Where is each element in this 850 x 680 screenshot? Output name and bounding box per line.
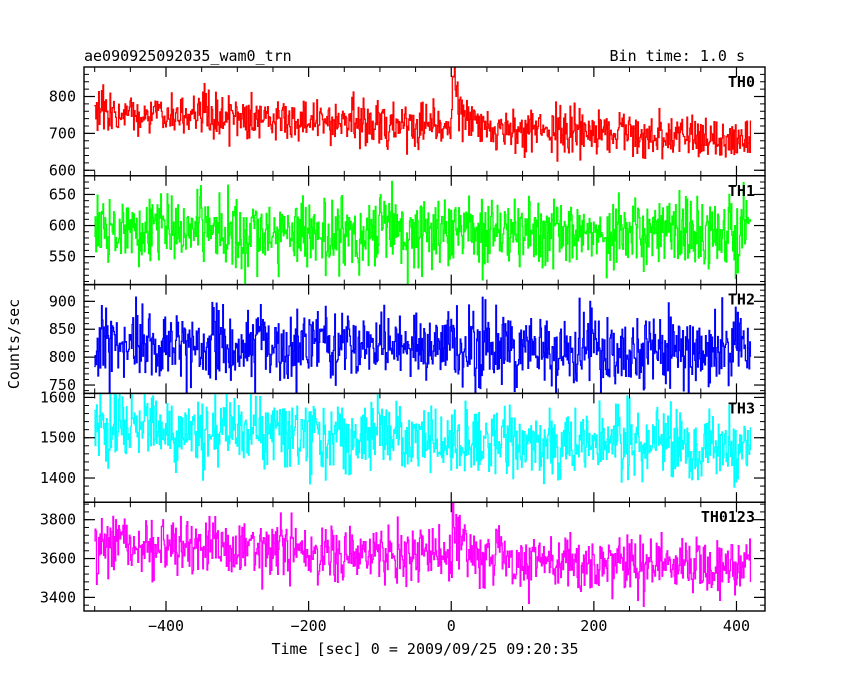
y-tick-label: 550 — [49, 248, 76, 266]
panel-label: TH1 — [728, 182, 755, 200]
y-tick-label: 3600 — [40, 550, 76, 568]
y-tick-label: 1400 — [40, 469, 76, 487]
y-tick-label: 900 — [49, 292, 76, 310]
panel-frame — [83, 66, 766, 177]
panel-label: TH2 — [728, 291, 755, 309]
y-tick-label: 1600 — [40, 388, 76, 406]
x-tick-label: −200 — [291, 617, 327, 635]
y-tick-label: 700 — [49, 124, 76, 142]
series-th0 — [94, 67, 752, 162]
y-tick-label: 850 — [49, 320, 76, 338]
panel-th0123: 3400 3600 3800 TH0123 — [40, 501, 766, 612]
panel-label: TH3 — [728, 399, 755, 417]
x-axis-label: Time [sec] 0 = 2009/09/25 09:20:35 — [271, 640, 578, 658]
series-th1 — [94, 180, 752, 285]
series-th0123 — [94, 502, 752, 607]
y-tick-label: 600 — [49, 217, 76, 235]
bin-time-label: Bin time: 1.0 s — [610, 47, 745, 65]
series-th3 — [94, 393, 752, 488]
plot-title: ae090925092035_wam0_trn — [84, 47, 292, 65]
panel-th3: 1400 1500 1600 TH3 — [40, 388, 766, 503]
panel-th0: 600 700 800 TH0 — [49, 66, 766, 179]
x-tick-label: 400 — [723, 617, 750, 635]
y-tick-label: 3800 — [40, 511, 76, 529]
panel-label: TH0123 — [701, 508, 755, 526]
y-tick-label: 800 — [49, 348, 76, 366]
y-tick-label: 750 — [49, 376, 76, 394]
series-th2 — [94, 296, 752, 394]
y-axis-label: Counts/sec — [5, 299, 23, 389]
y-tick-label: 800 — [49, 88, 76, 106]
panel-frame — [83, 501, 766, 612]
panel-label: TH0 — [728, 73, 755, 91]
panel-th2: 750 800 850 900 TH2 — [49, 283, 766, 395]
x-axis: −400 −200 0 200 400 — [148, 617, 750, 635]
y-tick-label: 1500 — [40, 429, 76, 447]
y-tick-label: 600 — [49, 161, 76, 179]
x-tick-label: −400 — [148, 617, 184, 635]
panel-th1: 550 600 650 TH1 — [49, 175, 766, 286]
x-tick-label: 0 — [447, 617, 456, 635]
y-tick-label: 3400 — [40, 588, 76, 606]
x-tick-label: 200 — [580, 617, 607, 635]
panels-group: 600 700 800 TH0 550 600 650 TH1 750 800 850 900 TH2 1… — [40, 66, 766, 612]
y-tick-label: 650 — [49, 185, 76, 203]
